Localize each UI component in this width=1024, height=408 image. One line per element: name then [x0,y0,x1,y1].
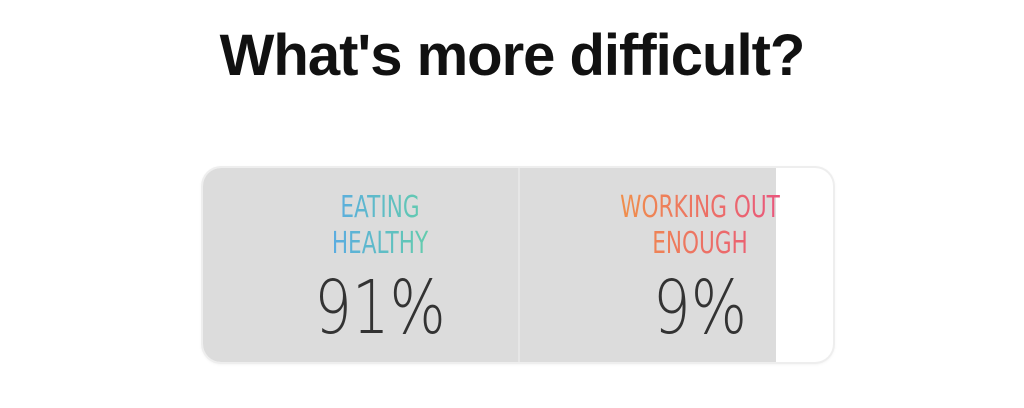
option-percent: 91% [314,265,446,351]
option-label: WORKING OUT ENOUGH [617,190,783,262]
divider [518,168,520,362]
option-percent: 9% [653,265,747,351]
poll-option[interactable]: EATING HEALTHY 91% [250,190,510,348]
poll-option[interactable]: WORKING OUT ENOUGH 9% [570,190,830,348]
poll-title: What's more difficult? [219,23,806,88]
option-label: EATING HEALTHY [322,190,437,262]
result-fill [203,168,777,362]
poll-card: EATING HEALTHY 91% WORKING OUT ENOUGH 9% [203,168,833,362]
